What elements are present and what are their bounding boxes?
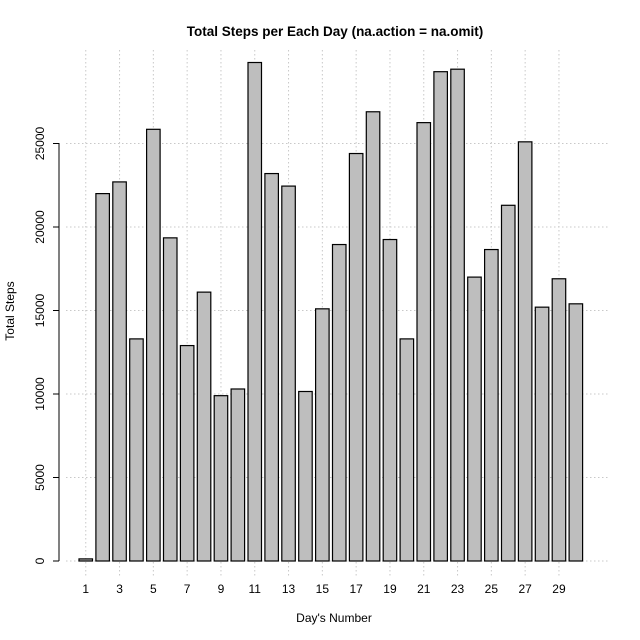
x-tick-label: 17 [349, 582, 363, 596]
x-tick-label: 21 [417, 582, 431, 596]
bar-day-12 [264, 172, 279, 562]
y-tick-label: 5000 [33, 464, 47, 491]
x-tick-label: 11 [249, 582, 262, 596]
x-tick-label: 15 [316, 582, 330, 596]
bar-day-11 [247, 61, 263, 562]
bar-day-13 [281, 185, 296, 562]
bar-day-1 [78, 558, 94, 562]
bar-day-22 [433, 71, 448, 562]
x-tick-label: 19 [383, 582, 397, 596]
bar-day-4 [129, 338, 144, 562]
x-tick-label: 7 [184, 582, 191, 596]
bar-day-21 [416, 122, 432, 562]
bar-day-10 [230, 388, 246, 562]
y-tick-label: 20000 [33, 210, 47, 244]
bar-day-25 [484, 248, 499, 562]
x-tick-label: 27 [518, 582, 532, 596]
chart-title: Total Steps per Each Day (na.action = na… [187, 24, 483, 39]
bar-day-26 [500, 204, 516, 562]
x-tick-label: 3 [116, 582, 123, 596]
x-tick-label: 5 [150, 582, 157, 596]
y-tick-label: 10000 [33, 377, 47, 411]
y-axis-label: Total Steps [3, 281, 17, 340]
x-tick-label: 13 [282, 582, 296, 596]
bar-day-30 [568, 303, 584, 562]
bar-day-2 [95, 193, 111, 562]
bar-day-16 [331, 243, 347, 562]
bar-day-28 [534, 306, 550, 562]
x-tick-labels: 1 3 5 7 9 11 13 15 17 19 21 23 25 27 29 [82, 582, 566, 596]
x-axis-label: Day's Number [296, 611, 372, 625]
bars [78, 61, 584, 562]
bar-day-8 [196, 291, 212, 562]
bar-day-19 [382, 238, 398, 562]
bar-day-18 [365, 111, 381, 562]
x-tick-label: 9 [218, 582, 225, 596]
bar-day-6 [162, 237, 178, 562]
bar-day-5 [146, 128, 161, 562]
bar-day-27 [517, 141, 533, 562]
bar-day-17 [348, 152, 364, 562]
bar-day-9 [213, 395, 229, 562]
bar-day-20 [399, 338, 415, 562]
bar-day-7 [179, 344, 195, 562]
x-tick-label: 1 [82, 582, 89, 596]
y-tick-label: 25000 [33, 126, 47, 160]
bar-day-14 [298, 390, 313, 562]
y-axis: 0 5000 10000 15000 20000 25000 [33, 126, 60, 564]
y-tick-label: 15000 [33, 293, 47, 327]
bar-day-29 [551, 278, 567, 562]
bar-day-15 [315, 308, 330, 562]
x-tick-label: 25 [485, 582, 499, 596]
bar-day-23 [450, 68, 465, 562]
x-tick-label: 29 [552, 582, 566, 596]
x-tick-label: 23 [451, 582, 465, 596]
y-tick-label: 0 [33, 557, 47, 564]
bar-day-3 [112, 181, 127, 562]
bar-day-24 [467, 276, 482, 562]
